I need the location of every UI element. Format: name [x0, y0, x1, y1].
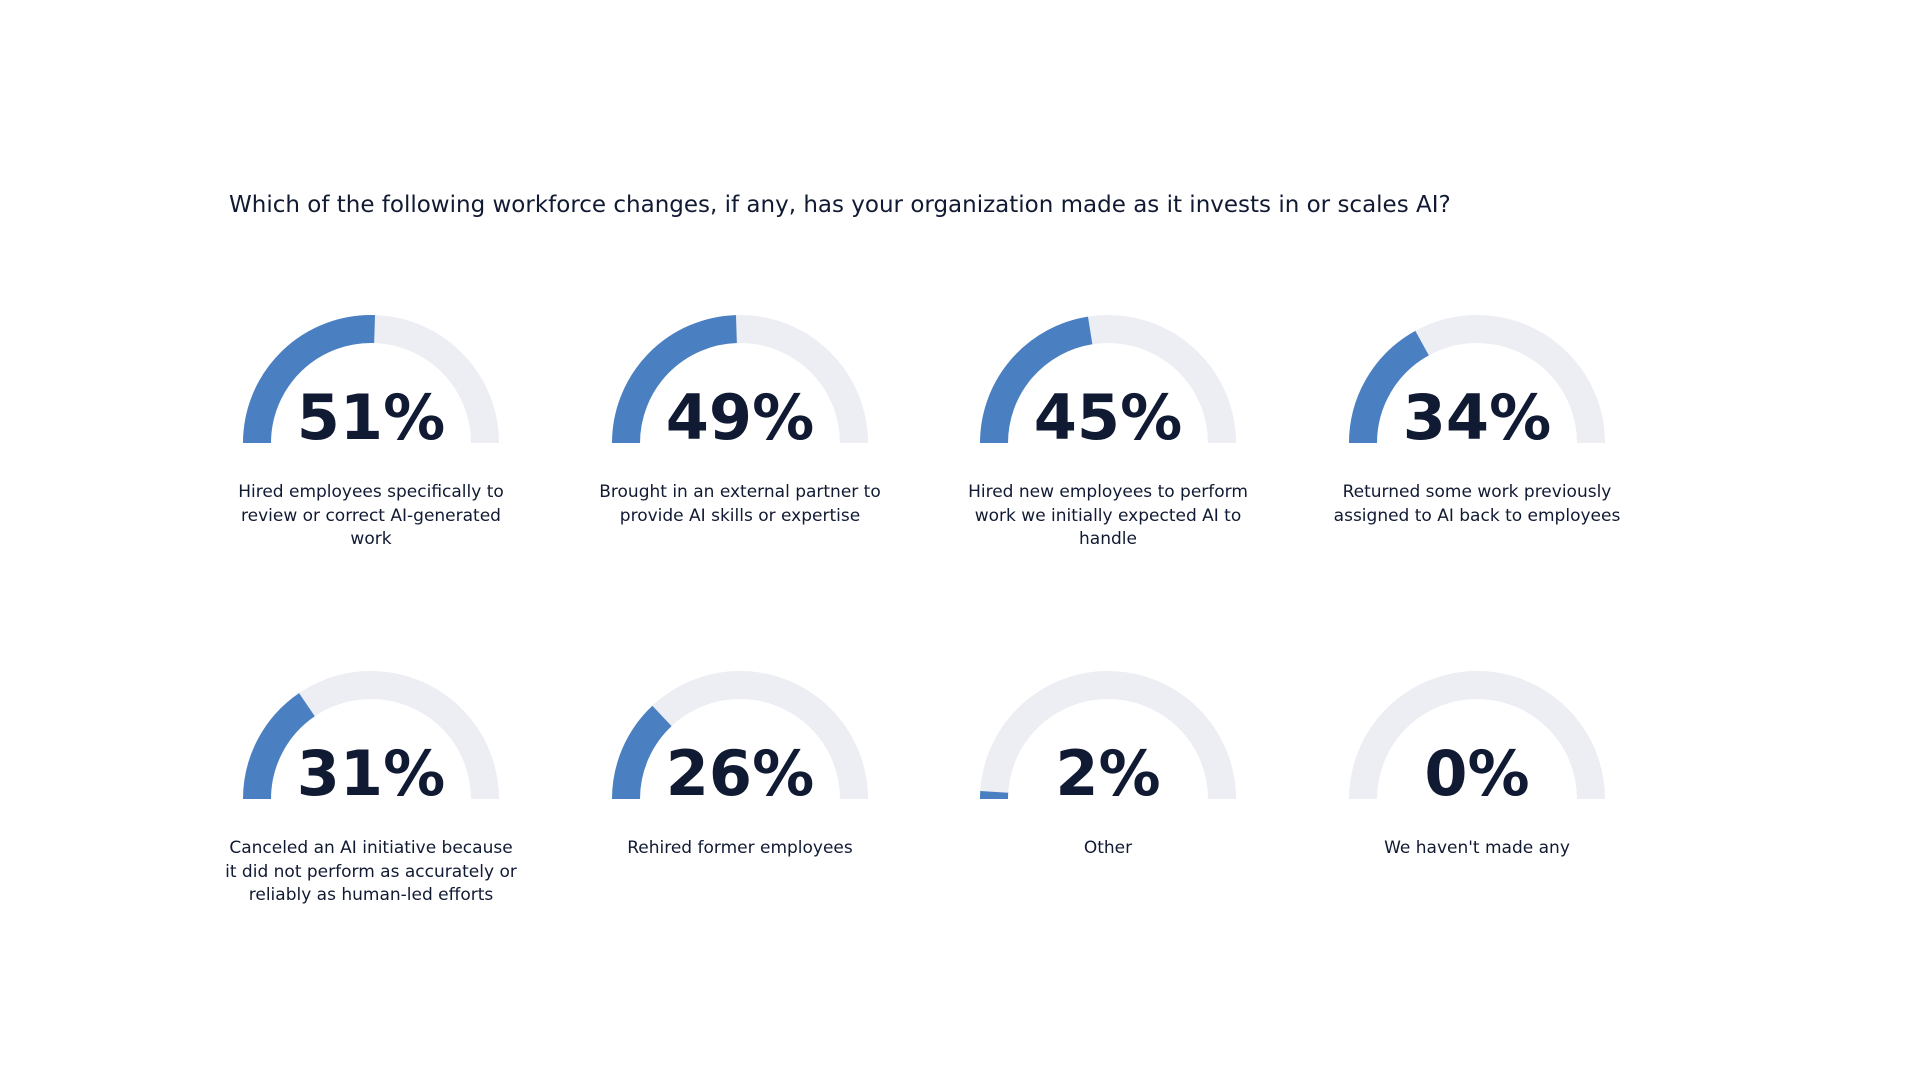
- gauge-bar: [612, 705, 672, 800]
- value-label: 0%: [1424, 737, 1529, 810]
- gauge-track: [980, 671, 1236, 800]
- gauge-bar: [612, 315, 738, 444]
- category-label: Rehired former employees: [627, 838, 853, 858]
- category-label: Canceled an AI initiative because it did…: [225, 838, 517, 905]
- value-label: 2%: [1055, 737, 1160, 810]
- category-label: Hired new employees to perform work we i…: [968, 482, 1248, 549]
- category-label: We haven't made any: [1384, 838, 1570, 858]
- gauge-bar: [243, 315, 376, 444]
- gauge-bar: [980, 316, 1093, 444]
- chart-title: Which of the following workforce changes…: [229, 192, 1451, 218]
- category-label: Hired employees specifically to review o…: [238, 482, 504, 549]
- value-label: 49%: [666, 381, 814, 454]
- value-label: 31%: [297, 737, 445, 810]
- value-label: 26%: [666, 737, 814, 810]
- category-label: Returned some work previously assigned t…: [1333, 482, 1621, 526]
- value-label: 51%: [297, 381, 445, 454]
- value-label: 34%: [1403, 381, 1551, 454]
- gauge-bar: [1349, 330, 1430, 444]
- gauge-track: [1349, 671, 1605, 800]
- value-label: 45%: [1034, 381, 1182, 454]
- gauge-bar: [243, 693, 316, 800]
- category-label: Brought in an external partner to provid…: [599, 482, 881, 526]
- category-label: Other: [1083, 838, 1133, 858]
